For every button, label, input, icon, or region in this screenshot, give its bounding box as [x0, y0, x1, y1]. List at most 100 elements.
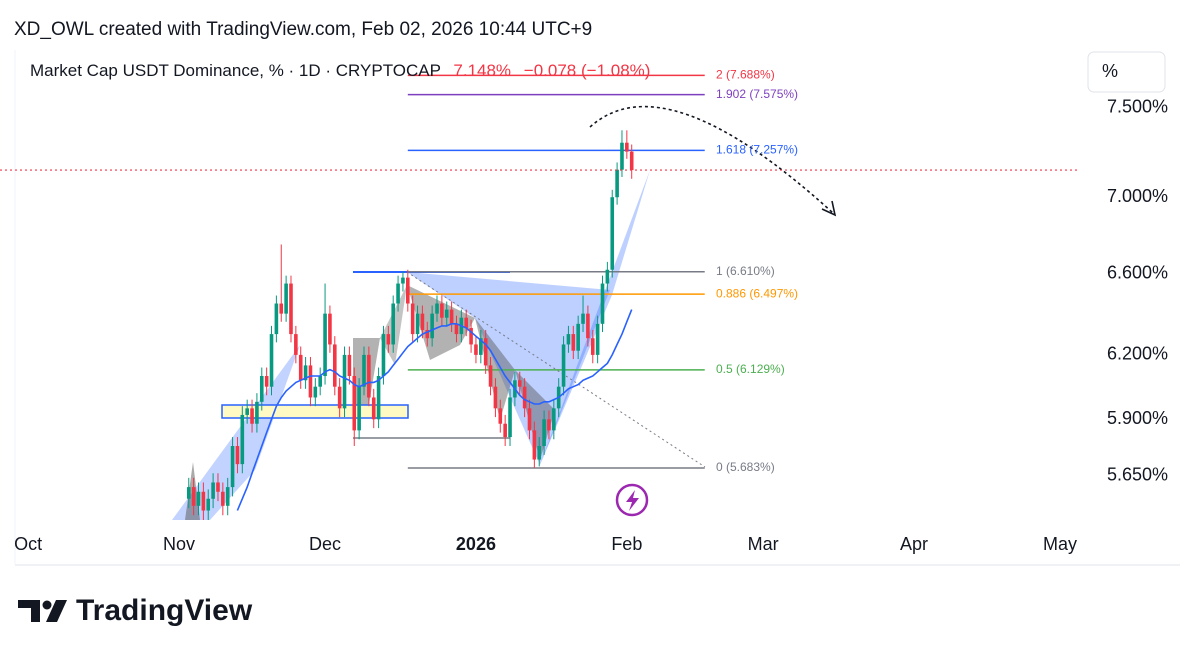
candle-body [454, 323, 459, 335]
fib-label: 0.886 (6.497%) [716, 286, 798, 300]
candle-body [576, 323, 580, 351]
projection-arrow [589, 105, 834, 214]
candle-body [615, 169, 619, 198]
candle-body [605, 269, 610, 284]
x-tick-label: May [1043, 534, 1077, 554]
logo-mark [18, 600, 40, 622]
candle-body [440, 303, 444, 318]
candle-body [308, 365, 313, 398]
candle-body [479, 338, 483, 355]
y-tick-label: 7.000% [1107, 186, 1168, 206]
event-icon-bolt [626, 490, 639, 511]
candle-body [629, 151, 634, 171]
arrow-head [821, 200, 837, 217]
trend-line [406, 271, 706, 468]
candle-body [571, 334, 576, 351]
candle-body [328, 313, 332, 345]
candle-body [386, 334, 391, 345]
candle-body [255, 401, 259, 424]
candle-body [595, 323, 600, 355]
candle-body [600, 283, 605, 324]
candle-body [474, 344, 478, 355]
candle-body [245, 408, 249, 415]
plot-area [186, 74, 705, 520]
candle-body [561, 344, 566, 387]
pattern-shape [540, 170, 650, 465]
candle-body [469, 327, 473, 345]
candle-body [488, 365, 493, 387]
candle-body [221, 491, 225, 506]
candle-body [211, 482, 215, 499]
candle-body [376, 376, 381, 420]
candle-body [401, 277, 405, 284]
legend-price: 7.148% [453, 61, 511, 80]
x-tick-label: 2026 [456, 534, 496, 554]
candle-body [259, 376, 264, 402]
candle-body [406, 277, 410, 304]
candle-body [620, 142, 624, 170]
fib-label: 1.618 (7.257%) [716, 143, 798, 157]
candle-body [313, 386, 318, 398]
candle-body [352, 376, 357, 431]
y-tick-label: 5.650% [1107, 464, 1168, 484]
candle-body [289, 283, 293, 335]
fib-label: 0.5 (6.129%) [716, 362, 785, 376]
candle-body [347, 354, 352, 377]
scale-button-label[interactable]: % [1102, 61, 1118, 81]
candle-body [318, 376, 322, 387]
x-tick-label: Apr [900, 534, 928, 554]
y-tick-label: 6.200% [1107, 344, 1168, 364]
candle-body [332, 344, 337, 387]
candle-body [410, 303, 415, 335]
candle-body [435, 303, 439, 314]
candle-body [449, 309, 454, 324]
candle-body [503, 423, 507, 438]
candle-body [425, 329, 430, 339]
candle-body [186, 487, 191, 499]
candle-body [527, 408, 532, 431]
candle-body [415, 313, 420, 335]
candle-body [230, 446, 235, 488]
legend-change: −0.078 (−1.08%) [524, 61, 651, 80]
brand-logo: TradingView [18, 594, 253, 627]
y-tick-label: 5.900% [1107, 408, 1168, 428]
candle-body [235, 446, 240, 465]
candle-body [625, 142, 629, 152]
pattern-shape [407, 272, 610, 465]
candle-body [216, 482, 220, 492]
x-tick-label: Oct [14, 534, 42, 554]
candle-body [444, 309, 449, 318]
fib-label: 1.902 (7.575%) [716, 87, 798, 101]
x-tick-label: Feb [611, 534, 642, 554]
candle-body [498, 408, 503, 424]
brand-name: TradingView [76, 594, 253, 627]
candle-body [250, 408, 254, 424]
candle-body [493, 386, 498, 409]
legend-title: Market Cap USDT Dominance, % · 1D · CRYP… [30, 61, 441, 80]
candle-body [483, 338, 488, 366]
fib-label: 0 (5.683%) [716, 460, 775, 474]
candle-body [191, 487, 196, 506]
candle-body [337, 386, 342, 409]
candle-body [362, 354, 366, 387]
candle-body [537, 446, 542, 460]
pattern-shape [407, 285, 475, 360]
candle-body [357, 386, 361, 431]
y-tick-label: 7.500% [1107, 96, 1168, 116]
scale-button[interactable] [1087, 51, 1166, 93]
candle-body [391, 303, 396, 345]
candle-body [522, 386, 527, 409]
candle-body [225, 487, 230, 506]
candle-body [264, 376, 269, 387]
header: XD_OWL created with TradingView.com, Feb… [14, 19, 592, 40]
candle-body [269, 334, 274, 387]
candle-body [420, 313, 425, 330]
candle-body [201, 491, 206, 511]
candle-body [542, 419, 546, 447]
moving-average [236, 309, 633, 511]
candle-body [381, 334, 386, 377]
candle-body [367, 354, 371, 398]
legend: Market Cap USDT Dominance, % · 1D · CRYP… [30, 61, 650, 80]
y-tick-label: 6.600% [1107, 262, 1168, 282]
candle-body [396, 283, 400, 304]
